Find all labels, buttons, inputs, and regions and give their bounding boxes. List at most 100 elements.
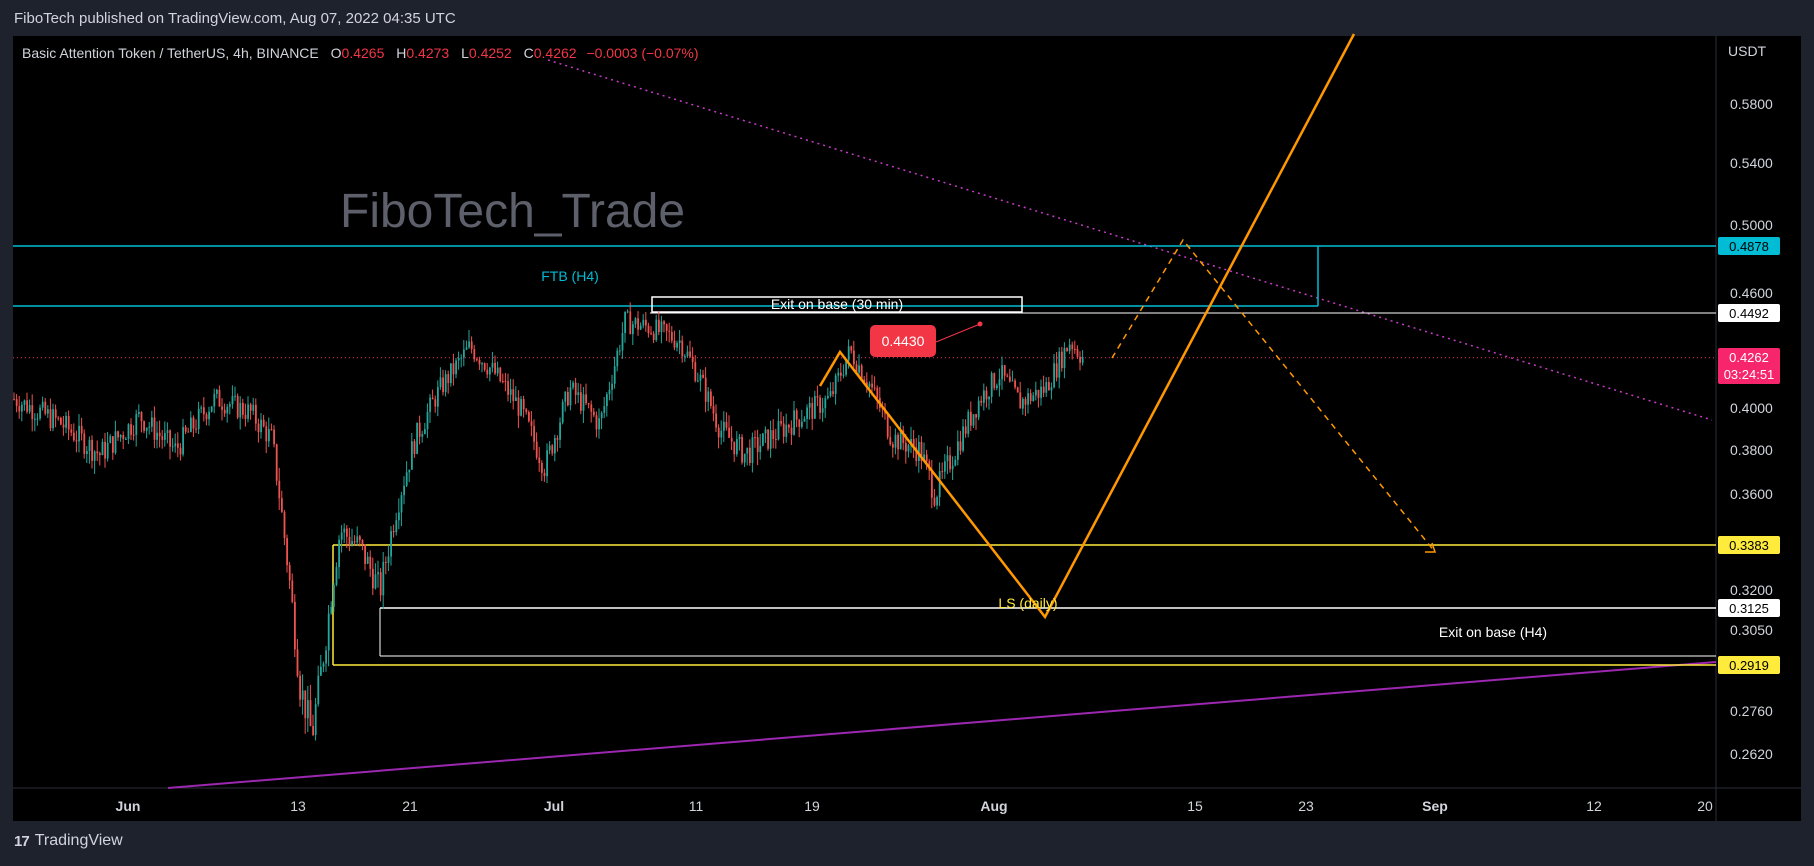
x-tick-label: 15 (1187, 798, 1203, 814)
candle-body (918, 441, 920, 461)
candle-body (944, 461, 946, 472)
candle-body (626, 311, 629, 313)
candle-body (356, 536, 359, 543)
candle-body (712, 406, 715, 414)
candle-body (429, 397, 431, 412)
candle-body (379, 572, 382, 596)
candle-body (561, 401, 564, 423)
candle-body (743, 453, 746, 463)
candle-body (208, 411, 210, 420)
y-tick-label: 0.2760 (1730, 703, 1773, 719)
candle-body (268, 429, 270, 442)
candle-body (262, 419, 265, 427)
candle-body (57, 417, 60, 419)
candle-body (933, 497, 936, 506)
candle-body (15, 399, 18, 407)
candle-body (286, 538, 288, 566)
candle-body (905, 442, 907, 452)
ftb-label: FTB (H4) (541, 268, 599, 284)
candle-body (314, 704, 317, 736)
candle-body (795, 410, 798, 420)
candle-body (595, 415, 598, 430)
y-tick-label: 0.2620 (1730, 746, 1773, 762)
candle-body (403, 485, 405, 496)
tradingview-logo[interactable]: 17 TradingView (14, 832, 123, 850)
candle-body (801, 421, 803, 427)
candle-body (114, 431, 117, 453)
candle-body (304, 690, 307, 719)
candle-body (213, 393, 216, 407)
candle-body (374, 574, 377, 589)
candle-body (421, 433, 424, 437)
candle-body (624, 311, 626, 334)
high-value: 0.4273 (406, 45, 450, 61)
descending-trendline (547, 59, 1713, 421)
candle-body (203, 407, 205, 415)
candle-body (418, 422, 421, 437)
candle-body (252, 404, 255, 411)
price-label-value: 0.3383 (1729, 538, 1769, 553)
candle-body (127, 424, 130, 439)
candle-body (834, 375, 837, 394)
x-tick-label: 20 (1697, 798, 1713, 814)
tradingview-icon: 17 (14, 832, 30, 850)
change-value: −0.0003 (−0.07%) (586, 45, 699, 61)
candle-body (515, 397, 517, 401)
candle-body (343, 528, 346, 533)
candle-body (161, 436, 164, 440)
candle-body (179, 447, 182, 455)
candle-body (192, 417, 195, 429)
candle-body (78, 425, 80, 442)
candle-body (231, 396, 234, 405)
candle-body (894, 434, 897, 448)
candle-body (764, 429, 767, 434)
x-tick-label: 13 (290, 798, 306, 814)
candle-body (104, 441, 106, 459)
candle-body (574, 382, 577, 396)
candle-body (798, 419, 801, 427)
candle-body (333, 584, 335, 607)
candle-body (507, 381, 509, 395)
candle-body (1068, 344, 1071, 352)
published-text: FiboTech published on TradingView.com, A… (14, 10, 456, 27)
candle-body (988, 396, 990, 400)
candle-body (346, 528, 348, 537)
candle-body (1063, 348, 1066, 369)
candle-body (977, 400, 980, 418)
candle-body (613, 366, 616, 384)
candle-body (351, 541, 353, 545)
callout-value: 0.4430 (882, 333, 925, 349)
candle-body (642, 319, 645, 326)
candle-body (577, 392, 580, 396)
candle-body (301, 690, 304, 700)
candle-body (691, 356, 694, 363)
candle-body (759, 445, 762, 453)
candle-body (86, 451, 88, 454)
candle-body (520, 399, 522, 416)
candle-body (320, 666, 322, 676)
candle-body (44, 401, 47, 414)
candle-body (169, 430, 171, 447)
candle-body (1048, 382, 1050, 391)
candle-body (60, 417, 62, 425)
x-tick-label: Jul (544, 798, 564, 814)
candle-body (962, 426, 964, 451)
candle-body (941, 471, 944, 473)
chart-area[interactable] (13, 36, 1801, 821)
candle-body (1016, 387, 1019, 393)
candle-body (860, 365, 863, 380)
y-tick-label: 0.3050 (1730, 622, 1773, 638)
candle-body (28, 405, 31, 412)
callout-box (870, 325, 936, 357)
candle-body (517, 397, 520, 416)
y-tick-label: 0.3800 (1730, 442, 1773, 458)
candle-body (296, 649, 299, 676)
candle-body (746, 447, 749, 454)
candle-body (47, 409, 49, 414)
candle-body (899, 430, 902, 450)
candle-body (840, 372, 842, 376)
price-label-bg (1718, 599, 1780, 617)
candle-body (954, 459, 957, 466)
candle-body (725, 421, 728, 428)
